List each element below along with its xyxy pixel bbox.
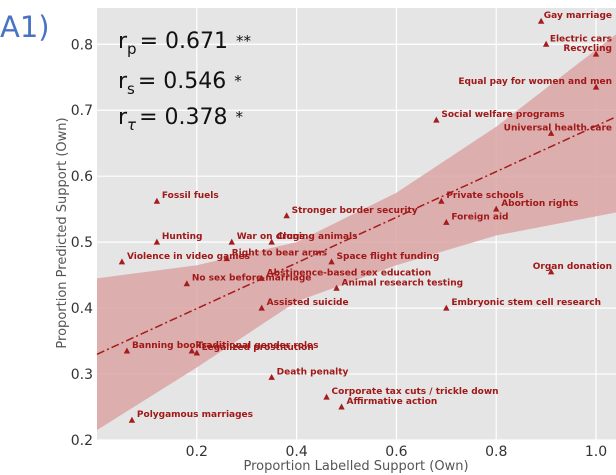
y-tick-label: 0.5: [71, 235, 93, 251]
data-point: [592, 50, 600, 57]
x-tick-labels: 0.2 0.4 0.6 0.8 1.0: [186, 444, 607, 460]
y-tick-labels: 0.2 0.3 0.4 0.5 0.6 0.7 0.8: [71, 37, 93, 449]
data-point: [128, 416, 136, 423]
x-tick-label: 0.6: [385, 444, 407, 460]
data-point: [228, 238, 235, 245]
panel-label: A1): [0, 10, 50, 44]
point-label: Traditional gender roles: [197, 341, 319, 351]
point-label: War on drugs: [237, 232, 305, 242]
point-label: Embryonic stem cell research: [451, 298, 601, 308]
point-label: Animal research testing: [342, 278, 464, 288]
y-tick-label: 0.2: [71, 433, 93, 449]
data-point: [443, 218, 450, 225]
data-point: [493, 205, 500, 212]
point-label: No sex before marriage: [192, 274, 312, 284]
y-tick-label: 0.8: [71, 37, 93, 53]
point-label: Affirmative action: [347, 397, 438, 407]
point-label: Hunting: [162, 232, 203, 242]
point-label: Space flight funding: [337, 252, 440, 262]
correlation-stat: rp = 0.671 **: [118, 29, 252, 58]
y-tick-label: 0.7: [71, 103, 93, 119]
data-point: [118, 258, 126, 265]
point-label: Violence in video games: [127, 252, 250, 262]
correlation-stat: rs = 0.546 *: [118, 69, 242, 98]
point-label: Right to bear arms: [232, 249, 327, 259]
point-label: Private schools: [446, 191, 524, 201]
data-point: [223, 255, 230, 262]
point-label: Universal health care: [504, 123, 612, 133]
data-point: [268, 373, 275, 380]
correlation-stat: rτ = 0.378 *: [118, 105, 244, 134]
point-label: Corporate tax cuts / trickle down: [332, 387, 499, 397]
data-point: [323, 393, 330, 400]
data-point: [438, 197, 445, 204]
data-point: [123, 347, 131, 354]
data-point: [258, 274, 265, 281]
y-tick-label: 0.3: [71, 367, 93, 383]
point-label: Stronger border security: [292, 206, 418, 216]
data-point: [183, 280, 191, 287]
point-label: Organ donation: [533, 262, 612, 272]
point-label: Polygamous marriages: [137, 410, 253, 420]
data-point: [333, 284, 340, 291]
data-point: [547, 129, 555, 136]
data-point: [188, 347, 196, 354]
x-axis-label: Proportion Labelled Support (Own): [243, 459, 468, 474]
data-point: [433, 116, 440, 123]
data-point: [592, 83, 600, 90]
point-label: Legalized prostitution: [202, 343, 314, 353]
data-point: [268, 238, 275, 245]
point-label: Gay marriage: [544, 11, 612, 21]
point-label: Electric cars: [550, 34, 612, 44]
point-label: Banning books: [132, 341, 207, 351]
point-label: Equal pay for women and men: [458, 77, 612, 87]
point-label: Recycling: [563, 44, 612, 54]
data-point: [443, 304, 450, 311]
x-tick-label: 0.4: [285, 444, 307, 460]
correlation-stats: rp = 0.671 ** rs = 0.546 * rτ = 0.378 *: [118, 29, 252, 134]
data-point: [153, 238, 161, 245]
data-point: [328, 258, 335, 265]
point-label: Social welfare programs: [441, 110, 564, 120]
point-label: Death penalty: [277, 367, 349, 377]
y-axis-label: Proportion Predicted Support (Own): [55, 117, 70, 348]
y-tick-label: 0.6: [71, 169, 93, 185]
point-label: Foreign aid: [451, 212, 508, 222]
regression-line: [96, 116, 616, 355]
x-tick-label: 1.0: [585, 444, 607, 460]
data-point: [283, 212, 290, 219]
point-label: Fossil fuels: [162, 191, 219, 201]
confidence-band: [97, 34, 616, 431]
data-point: [537, 17, 545, 24]
data-point: [153, 197, 161, 204]
x-tick-label: 0.8: [485, 444, 507, 460]
point-label: Abstinence-based sex education: [267, 268, 432, 278]
data-point: [193, 349, 201, 356]
data-point: [547, 268, 555, 275]
data-points: [118, 17, 600, 423]
point-label: Cloning animals: [277, 232, 358, 242]
y-tick-label: 0.4: [71, 301, 93, 317]
data-point: [258, 304, 265, 311]
point-label: Assisted suicide: [267, 298, 349, 308]
x-tick-label: 0.2: [186, 444, 208, 460]
data-point: [338, 403, 345, 410]
point-label: Abortion rights: [501, 199, 578, 209]
data-point: [542, 40, 550, 47]
